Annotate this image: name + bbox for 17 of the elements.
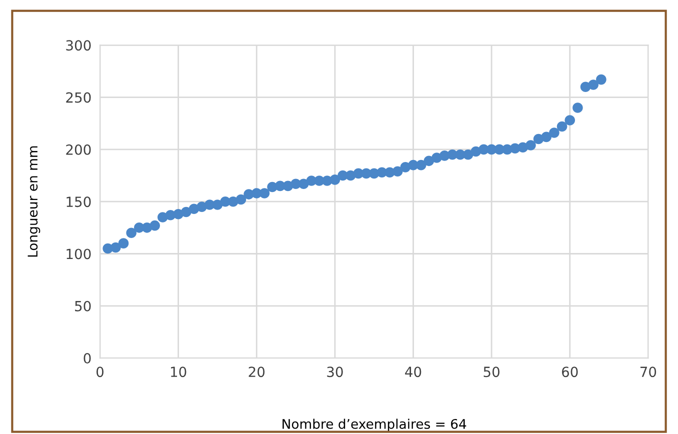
y-tick-label: 250 — [66, 92, 91, 103]
x-tick-label: 60 — [562, 366, 578, 378]
x-tick-label: 20 — [248, 366, 265, 378]
x-tick-label: 30 — [327, 366, 343, 378]
y-tick-label: 50 — [75, 300, 91, 312]
y-tick-label: 0 — [84, 353, 91, 364]
y-tick-label: 300 — [66, 40, 91, 51]
y-tick-label: 100 — [66, 248, 91, 260]
y-tick-label: 150 — [66, 196, 91, 208]
x-tick-label: 40 — [405, 366, 422, 378]
x-tick-label: 10 — [171, 366, 186, 378]
x-tick-label: 70 — [640, 366, 656, 378]
y-tick-label: 200 — [66, 144, 91, 155]
x-tick-label: 50 — [484, 366, 500, 378]
x-axis-title: Nombre d’exemplaires = 64 — [282, 418, 466, 432]
y-axis-title: Longueur en mm — [28, 146, 40, 257]
x-tick-label: 0 — [96, 366, 104, 378]
